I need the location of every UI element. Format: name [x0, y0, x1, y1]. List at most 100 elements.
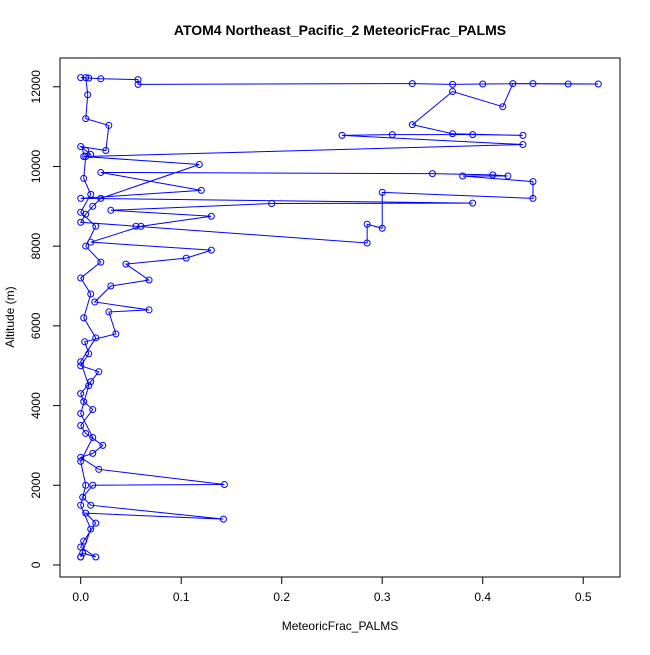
data-point: [82, 429, 90, 437]
y-tick-label: 4000: [29, 392, 43, 419]
data-point: [89, 202, 97, 210]
data-point: [529, 80, 537, 88]
data-point: [77, 74, 85, 82]
data-point: [97, 258, 105, 266]
data-point: [77, 218, 85, 226]
y-tick-label: 12000: [29, 70, 43, 104]
data-point: [338, 131, 346, 139]
data-point: [529, 194, 537, 202]
data-point: [132, 222, 140, 230]
data-point: [195, 160, 203, 168]
data-point: [77, 543, 85, 551]
data-point: [220, 480, 228, 488]
data-point: [77, 501, 85, 509]
data-point: [92, 519, 100, 527]
y-tick-label: 2000: [29, 472, 43, 499]
x-tick-label: 0.5: [575, 590, 592, 604]
data-point: [92, 334, 100, 342]
data-point: [219, 515, 227, 523]
data-point: [529, 178, 537, 186]
data-point: [509, 80, 517, 88]
x-tick-label: 0.4: [474, 590, 491, 604]
data-point: [408, 80, 416, 88]
data-point: [87, 190, 95, 198]
data-point: [449, 88, 457, 96]
data-point: [145, 276, 153, 284]
data-point: [137, 222, 145, 230]
data-point: [87, 238, 95, 246]
y-tick-label: 8000: [29, 232, 43, 259]
data-point: [81, 338, 89, 346]
y-tick-label: 0: [29, 561, 43, 568]
data-point: [77, 390, 85, 398]
data-point: [80, 537, 88, 545]
data-point: [107, 282, 115, 290]
data-point: [363, 220, 371, 228]
data-point: [87, 290, 95, 298]
data-point: [97, 75, 105, 83]
data-point: [77, 143, 85, 151]
data-point: [80, 314, 88, 322]
data-point: [388, 131, 396, 139]
data-point: [85, 74, 93, 82]
data-point: [99, 441, 107, 449]
data-point: [84, 91, 92, 99]
y-tick-label: 10000: [29, 149, 43, 183]
data-point: [89, 433, 97, 441]
data-point: [107, 206, 115, 214]
data-point: [82, 509, 90, 517]
data-point: [77, 194, 85, 202]
data-point: [77, 362, 85, 370]
data-point: [519, 141, 527, 149]
data-point: [77, 421, 85, 429]
data-point: [77, 453, 85, 461]
x-tick-label: 0.1: [173, 590, 190, 604]
data-point: [489, 171, 497, 179]
data-point: [87, 501, 95, 509]
data-point: [82, 242, 90, 250]
data-point: [519, 131, 527, 139]
data-point: [564, 80, 572, 88]
data-point: [499, 103, 507, 111]
data-point: [95, 368, 103, 376]
data-point: [105, 308, 113, 316]
data-point: [79, 493, 87, 501]
data-point: [77, 457, 85, 465]
data-point: [134, 76, 142, 84]
data-point: [469, 199, 477, 207]
data-point: [87, 378, 95, 386]
x-tick-label: 0.2: [273, 590, 290, 604]
data-point: [145, 306, 153, 314]
data-point: [77, 208, 85, 216]
y-tick-label: 6000: [29, 312, 43, 339]
data-point: [85, 350, 93, 358]
data-point: [97, 194, 105, 202]
data-point: [268, 200, 276, 208]
x-tick-label: 0.0: [72, 590, 89, 604]
data-point: [102, 147, 110, 155]
data-point: [77, 274, 85, 282]
data-point: [378, 224, 386, 232]
data-point: [459, 172, 467, 180]
x-axis-label: MeteoricFrac_PALMS: [282, 619, 398, 633]
data-point: [92, 553, 100, 561]
data-point: [80, 174, 88, 182]
data-point: [77, 358, 85, 366]
data-point: [89, 449, 97, 457]
data-point: [97, 168, 105, 176]
data-point: [378, 188, 386, 196]
data-point: [77, 553, 85, 561]
data-line: [78, 77, 599, 558]
data-point: [92, 222, 100, 230]
data-point: [408, 121, 416, 129]
data-point: [82, 74, 90, 82]
data-point: [207, 212, 215, 220]
data-point: [449, 80, 457, 88]
data-point: [80, 398, 88, 406]
data-point: [449, 130, 457, 138]
data-point: [89, 481, 97, 489]
x-tick-label: 0.3: [374, 590, 391, 604]
chart-title: ATOM4 Northeast_Pacific_2 MeteoricFrac_P…: [174, 22, 506, 38]
